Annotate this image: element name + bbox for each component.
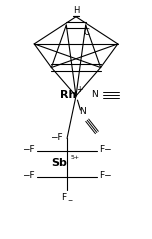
Text: Rh: Rh bbox=[60, 90, 76, 100]
Text: −F: −F bbox=[50, 133, 62, 142]
Text: F−: F− bbox=[99, 145, 111, 153]
Text: C: C bbox=[83, 27, 89, 37]
Text: F: F bbox=[61, 193, 66, 202]
Text: H: H bbox=[73, 6, 79, 15]
Text: 5+: 5+ bbox=[71, 155, 80, 160]
Text: −F: −F bbox=[22, 145, 35, 153]
Text: N: N bbox=[91, 90, 98, 99]
Text: N: N bbox=[79, 107, 86, 116]
Text: −F: −F bbox=[22, 170, 35, 179]
Text: F−: F− bbox=[99, 170, 111, 179]
Text: −: − bbox=[68, 197, 73, 202]
Text: Sb: Sb bbox=[52, 158, 67, 168]
Text: +: + bbox=[77, 86, 83, 94]
